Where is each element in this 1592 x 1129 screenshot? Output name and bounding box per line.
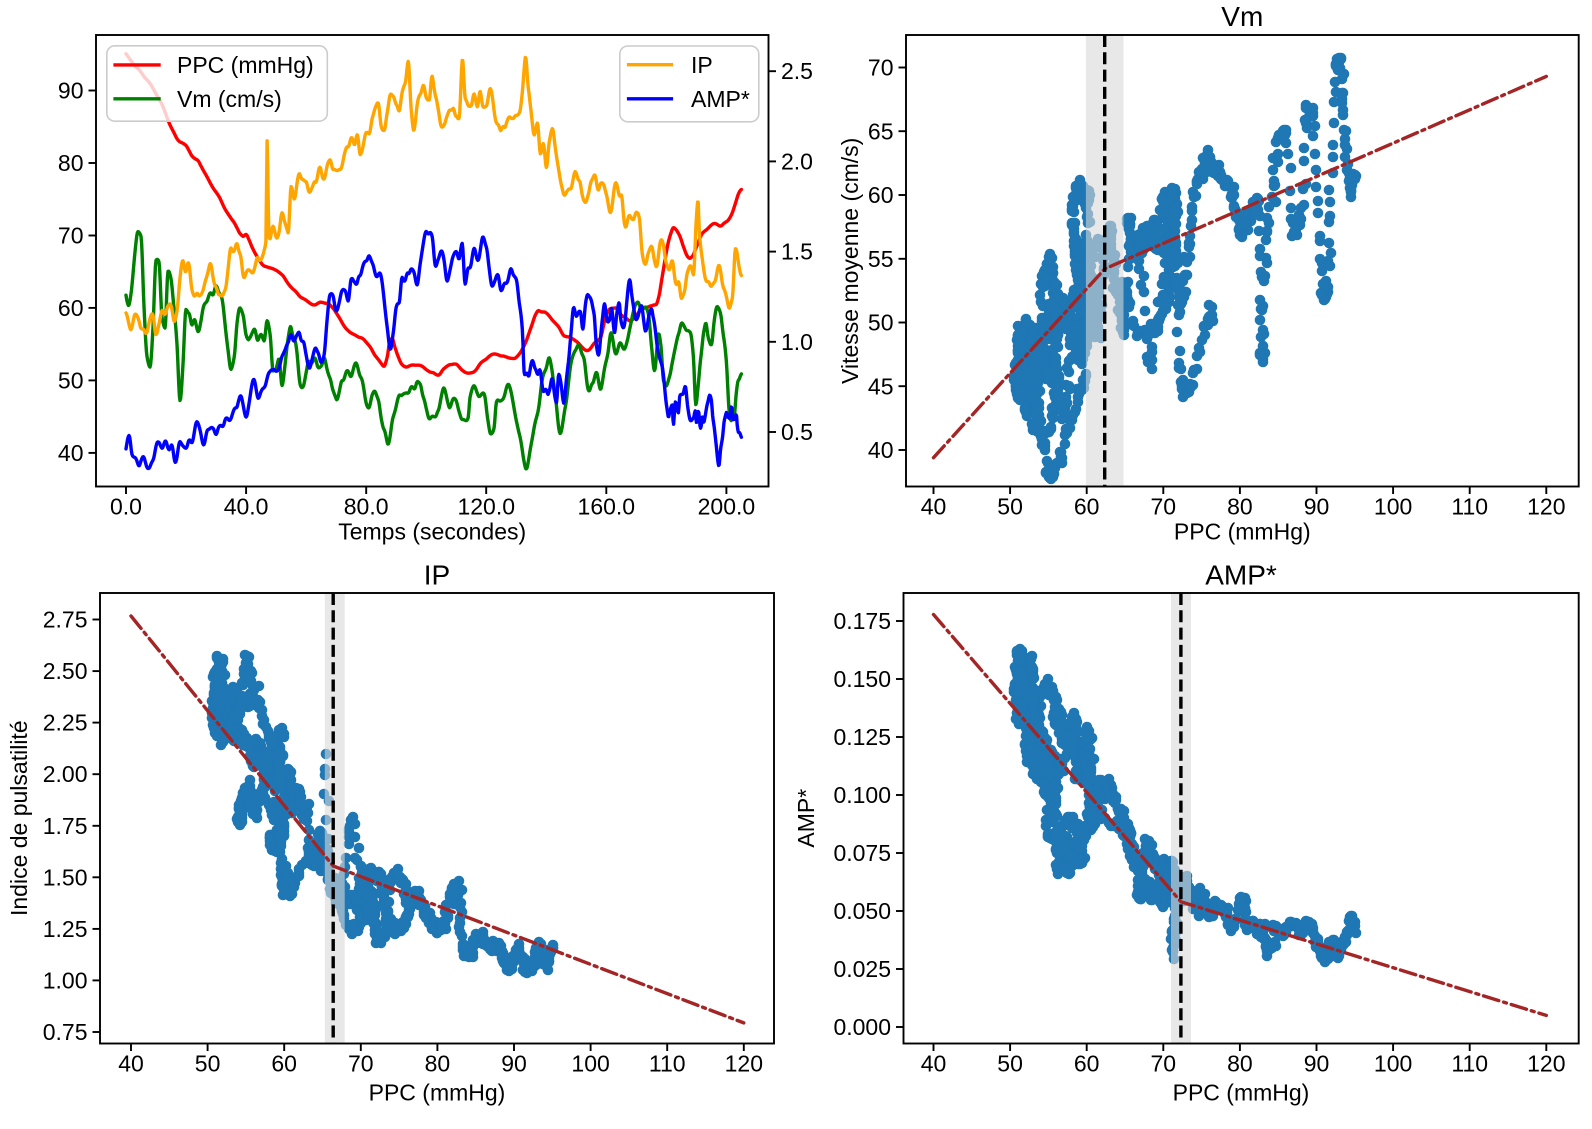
- svg-text:2.0: 2.0: [781, 148, 813, 174]
- svg-text:60: 60: [271, 1051, 297, 1077]
- svg-text:55: 55: [868, 246, 894, 272]
- svg-text:1.50: 1.50: [43, 864, 88, 890]
- svg-text:IP: IP: [424, 560, 450, 591]
- svg-text:100: 100: [1374, 494, 1412, 520]
- svg-text:IP: IP: [691, 52, 713, 78]
- svg-text:1.75: 1.75: [43, 813, 88, 839]
- svg-text:2.25: 2.25: [43, 710, 88, 736]
- svg-text:40: 40: [868, 437, 894, 463]
- svg-text:AMP*: AMP*: [691, 86, 750, 112]
- svg-text:1.25: 1.25: [43, 916, 88, 942]
- svg-text:40: 40: [118, 1051, 144, 1077]
- svg-text:0.75: 0.75: [43, 1019, 88, 1045]
- svg-text:Vm (cm/s): Vm (cm/s): [177, 86, 282, 112]
- svg-text:80: 80: [425, 1051, 451, 1077]
- svg-text:70: 70: [868, 55, 894, 81]
- svg-text:2.75: 2.75: [43, 607, 88, 633]
- svg-text:90: 90: [1304, 494, 1330, 520]
- svg-text:2.5: 2.5: [781, 58, 813, 84]
- svg-text:80: 80: [58, 150, 84, 176]
- svg-text:40: 40: [58, 440, 84, 466]
- svg-text:110: 110: [1451, 494, 1488, 520]
- svg-text:70: 70: [58, 222, 84, 248]
- svg-text:50: 50: [868, 310, 894, 336]
- svg-text:PPC (mmHg): PPC (mmHg): [369, 1080, 506, 1106]
- svg-text:60: 60: [58, 295, 84, 321]
- svg-text:Vm: Vm: [1221, 1, 1263, 32]
- svg-text:90: 90: [501, 1051, 527, 1077]
- svg-text:120.0: 120.0: [457, 494, 515, 520]
- svg-text:PPC (mmHg): PPC (mmHg): [177, 52, 314, 78]
- svg-text:50: 50: [997, 494, 1023, 520]
- svg-text:90: 90: [58, 78, 84, 104]
- svg-text:70: 70: [1151, 494, 1177, 520]
- svg-text:Indice de pulsatilité: Indice de pulsatilité: [6, 720, 32, 916]
- svg-text:Temps (secondes): Temps (secondes): [338, 519, 526, 545]
- svg-text:50: 50: [58, 367, 84, 393]
- svg-text:0.5: 0.5: [781, 419, 813, 445]
- svg-text:50: 50: [195, 1051, 221, 1077]
- svg-text:160.0: 160.0: [578, 494, 636, 520]
- svg-text:120: 120: [1527, 494, 1565, 520]
- svg-text:65: 65: [868, 118, 894, 144]
- svg-text:1.00: 1.00: [43, 967, 88, 993]
- svg-text:1.5: 1.5: [781, 239, 813, 265]
- svg-text:120: 120: [725, 1051, 763, 1077]
- svg-text:110: 110: [649, 1051, 686, 1077]
- svg-text:Vitesse moyenne (cm/s): Vitesse moyenne (cm/s): [837, 138, 863, 384]
- svg-text:100: 100: [571, 1051, 609, 1077]
- svg-text:2.00: 2.00: [43, 761, 88, 787]
- svg-text:60: 60: [1074, 494, 1100, 520]
- svg-text:0.0: 0.0: [110, 494, 142, 520]
- svg-text:80.0: 80.0: [344, 494, 389, 520]
- svg-text:40.0: 40.0: [224, 494, 269, 520]
- svg-text:80: 80: [1227, 494, 1253, 520]
- svg-text:PPC (mmHg): PPC (mmHg): [1174, 519, 1311, 545]
- svg-text:40: 40: [921, 494, 947, 520]
- svg-text:200.0: 200.0: [698, 494, 756, 520]
- svg-text:45: 45: [868, 373, 894, 399]
- svg-text:1.0: 1.0: [781, 329, 813, 355]
- svg-text:70: 70: [348, 1051, 374, 1077]
- svg-text:2.50: 2.50: [43, 658, 88, 684]
- svg-text:60: 60: [868, 182, 894, 208]
